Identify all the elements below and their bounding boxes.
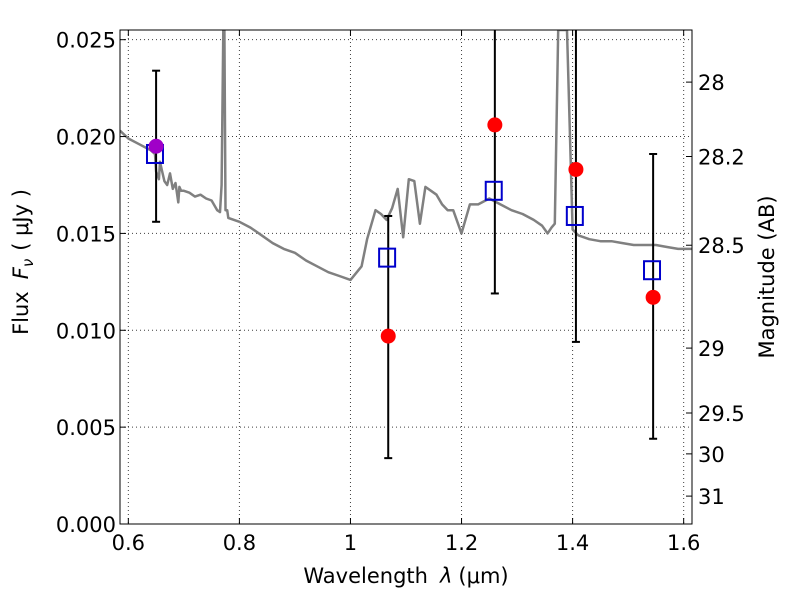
- y-tick-label: 0.000: [56, 513, 116, 537]
- y2-tick-label: 28: [698, 71, 725, 95]
- y2-axis-title: Magnitude (AB): [755, 195, 779, 358]
- x-tick-label: 1: [344, 531, 357, 555]
- axes: 0.6 0.8 1 1.2 1.4 1.6 0.000 0.005 0.010 0.015 0.02…: [56, 29, 745, 555]
- y2-tick-label: 28.2: [698, 146, 745, 170]
- model-photometry-marker: [378, 247, 397, 268]
- x-axis-title: Wavelength λ (μm): [303, 564, 508, 588]
- observed-flux-point: [380, 328, 396, 344]
- x-tick-label: 1.4: [556, 531, 589, 555]
- y-tick-label: 0.025: [56, 29, 116, 53]
- model-photometry-marker: [484, 180, 503, 201]
- observed-flux-point: [148, 138, 164, 154]
- y2-tick-label: 28.5: [698, 234, 745, 258]
- plot-area: [120, 30, 692, 282]
- x-tick-label: 0.6: [112, 531, 145, 555]
- observed-flux-point: [568, 161, 584, 177]
- markers: [145, 117, 662, 344]
- x-tick-label: 1.2: [445, 531, 478, 555]
- model-spectrum-line: [120, 30, 692, 282]
- observed-flux-point: [645, 289, 661, 305]
- x-tick-label: 0.8: [223, 531, 256, 555]
- y-tick-label: 0.005: [56, 416, 116, 440]
- y-axis-title: FluxFν( μJy ): [9, 189, 37, 335]
- y-tick-label: 0.015: [56, 222, 116, 246]
- observed-flux-point: [487, 117, 503, 133]
- x-tick-label: 1.6: [667, 531, 700, 555]
- plot-frame: [119, 29, 693, 525]
- y2-tick-label: 30: [698, 443, 725, 467]
- y-tick-label: 0.010: [56, 319, 116, 343]
- model-photometry-marker: [643, 260, 662, 281]
- y2-tick-label: 29: [698, 337, 725, 361]
- y-tick-label: 0.020: [56, 126, 116, 150]
- model-photometry-marker: [565, 205, 584, 226]
- y2-tick-label: 31: [698, 485, 725, 509]
- y2-tick-label: 29.5: [698, 402, 745, 426]
